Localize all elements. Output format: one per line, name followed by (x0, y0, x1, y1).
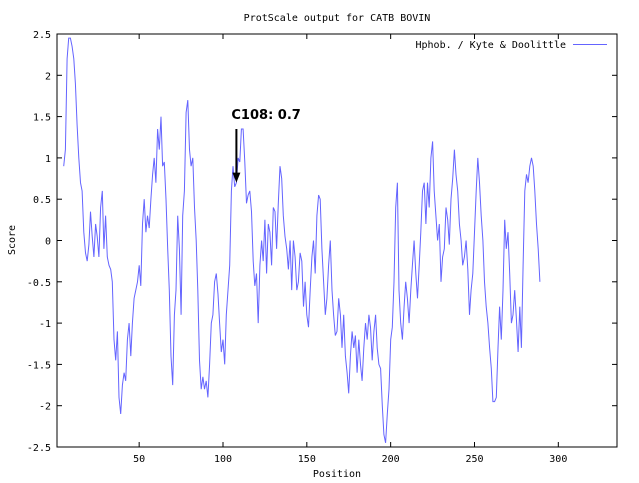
x-tick-label: 50 (133, 454, 145, 465)
legend: Hphob. / Kyte & Doolittle (415, 40, 607, 51)
y-tick-label: 1.5 (33, 113, 51, 124)
y-tick-label: -0.5 (27, 278, 51, 289)
legend-series-label: Hphob. / Kyte & Doolittle (415, 40, 566, 51)
series-line (63, 37, 541, 444)
y-axis-label: Score (7, 225, 18, 255)
y-tick-label: 0 (45, 237, 51, 248)
x-tick-label: 200 (382, 454, 400, 465)
y-tick-label: -2 (39, 402, 51, 413)
x-axis-ticks: 50 100 150 200 250 300 (133, 34, 567, 465)
x-tick-label: 250 (465, 454, 483, 465)
annotation-c108: C108: 0.7 (231, 108, 301, 183)
y-tick-label: -1 (39, 319, 51, 330)
x-tick-label: 300 (549, 454, 567, 465)
y-tick-label: 1 (45, 154, 51, 165)
y-tick-label: 2 (45, 71, 51, 82)
annotation-arrow-head (232, 172, 241, 183)
x-tick-label: 150 (298, 454, 316, 465)
chart-title: ProtScale output for CATB BOVIN (244, 13, 431, 24)
plot-area-frame (56, 33, 618, 448)
x-tick-label: 100 (214, 454, 232, 465)
y-tick-label: -2.5 (27, 443, 51, 454)
annotation-label: C108: 0.7 (231, 108, 300, 123)
y-tick-label: -1.5 (27, 360, 51, 371)
y-tick-label: 2.5 (33, 30, 51, 41)
x-axis-label: Position (313, 469, 361, 480)
y-axis-ticks: -2.5 -2 -1.5 -1 -0.5 0 0.5 1 1.5 2 2.5 (27, 30, 617, 454)
series-group (63, 37, 541, 444)
y-tick-label: 0.5 (33, 195, 51, 206)
